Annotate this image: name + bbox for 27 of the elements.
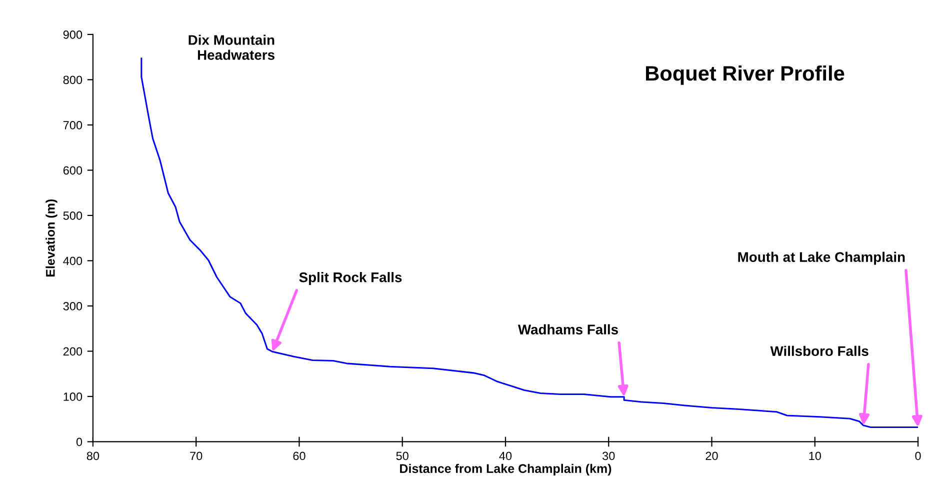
x-tick-label: 60	[293, 452, 306, 460]
x-tick-label: 80	[86, 452, 100, 460]
y-tick-label: 200	[63, 347, 82, 356]
y-tick-label: 800	[63, 76, 82, 84]
y-tick-label: 600	[63, 166, 82, 175]
x-tick-label: 40	[499, 452, 512, 460]
y-tick-label: 300	[63, 302, 82, 310]
y-tick-label: 0	[76, 438, 82, 446]
annotation: Split Rock Falls	[299, 272, 402, 285]
annotation: Mouth at Lake Champlain	[738, 252, 905, 265]
x-tick-label: 20	[706, 452, 718, 460]
annotation: Willsboro Falls	[770, 346, 868, 356]
x-tick-label: 30	[602, 452, 615, 460]
annotation: Dix Mountain Headwaters	[188, 34, 274, 60]
x-tick-label: 10	[809, 452, 821, 460]
y-axis-title: Elevation (m)	[46, 199, 58, 276]
x-axis-title: Distance from Lake Champlain (km)	[400, 464, 612, 476]
x-tick-label: 0	[915, 452, 921, 460]
annotation: Wadhams Falls	[518, 324, 618, 334]
y-tick-label: 700	[63, 120, 82, 130]
y-tick-label: 500	[63, 211, 82, 220]
x-tick-label: 50	[396, 452, 408, 460]
text: Boquet River Profile	[646, 65, 844, 85]
y-tick-label: 900	[63, 30, 82, 39]
y-tick-label: 100	[64, 392, 82, 401]
x-tick-label: 70	[190, 452, 202, 460]
y-tick-label: 400	[63, 256, 82, 266]
